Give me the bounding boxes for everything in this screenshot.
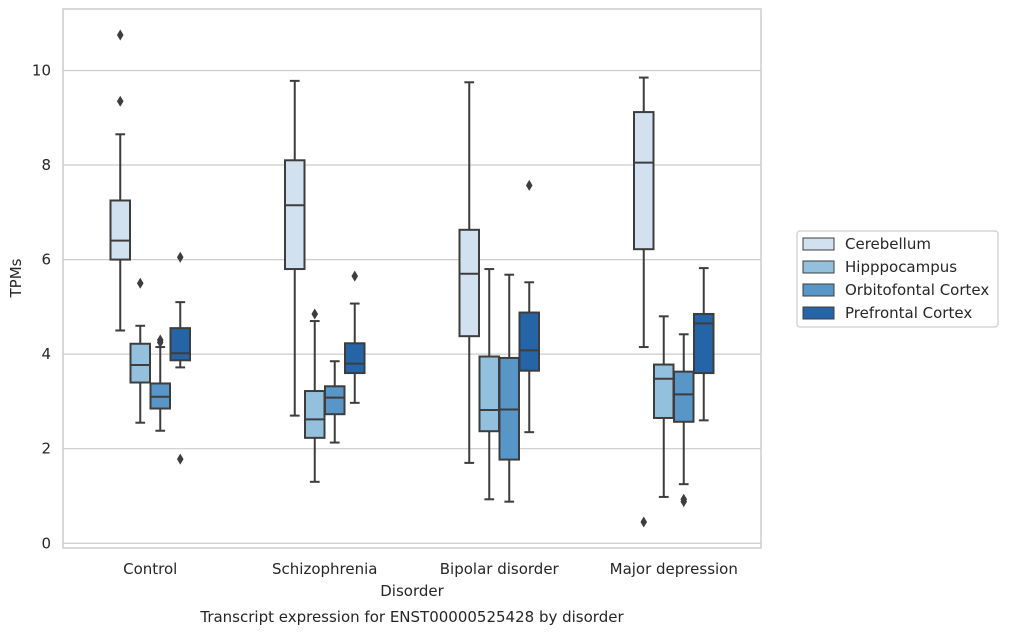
- outlier-point: [116, 29, 124, 41]
- box-group: [129, 277, 151, 424]
- x-tick-label: Bipolar disorder: [440, 560, 560, 578]
- box-group: [284, 79, 306, 417]
- box-iqr: [458, 228, 480, 338]
- legend-label: Hipppocampus: [845, 258, 957, 276]
- legend-frame: [796, 230, 999, 328]
- box-iqr: [344, 342, 366, 375]
- y-tick-label: 2: [41, 440, 51, 458]
- outlier-point: [176, 251, 184, 263]
- box-iqr: [109, 199, 131, 261]
- box-group: [693, 267, 715, 422]
- box-group: [458, 81, 480, 464]
- outlier-point: [680, 493, 688, 505]
- y-tick-label: 4: [41, 345, 51, 363]
- box-group: [109, 29, 131, 332]
- legend-swatch: [802, 260, 835, 274]
- legend-label: Cerebellum: [845, 235, 931, 253]
- y-tick-label: 8: [41, 156, 51, 174]
- outlier-point: [176, 453, 184, 465]
- outlier-point: [311, 308, 319, 320]
- y-tick-label: 10: [32, 61, 51, 79]
- box-iqr: [169, 327, 191, 362]
- box-iqr: [478, 355, 500, 433]
- box-group: [169, 251, 191, 465]
- outlier-point: [116, 95, 124, 107]
- y-tick-label: 6: [41, 251, 51, 269]
- box-iqr: [324, 385, 346, 416]
- x-tick-label: Schizophrenia: [272, 560, 377, 578]
- box-group: [304, 308, 326, 483]
- chart-caption: Transcript expression for ENST0000052542…: [199, 608, 624, 626]
- outlier-point: [156, 334, 164, 346]
- box-group: [324, 360, 346, 444]
- legend-label: Prefrontal Cortex: [845, 304, 972, 322]
- box-group: [653, 315, 675, 498]
- outlier-point: [351, 270, 359, 282]
- box-iqr: [653, 363, 675, 419]
- legend-label: Orbitofontal Cortex: [845, 281, 989, 299]
- legend-swatch: [802, 237, 835, 251]
- y-axis-title: TPMs: [7, 258, 25, 298]
- legend: Cerebellum Hipppocampus Orbitofontal Corte…: [796, 230, 999, 328]
- box-iqr: [304, 390, 326, 439]
- box-iqr: [633, 111, 655, 251]
- y-tick-label: 0: [41, 534, 51, 552]
- outlier-point: [640, 516, 648, 528]
- box-iqr: [673, 370, 695, 423]
- box-iqr: [518, 311, 540, 372]
- outlier-point: [136, 277, 144, 289]
- plot-frame: [62, 8, 762, 549]
- x-tick-label: Major depression: [610, 560, 738, 578]
- plot-area: 0 2 4 6 8 10 Control Schizophrenia Bipolar disor…: [32, 8, 762, 578]
- box-group: [498, 273, 520, 503]
- x-tick-label: Control: [123, 560, 177, 578]
- legend-swatch: [802, 283, 835, 297]
- box-iqr: [129, 342, 151, 384]
- box-group: [518, 179, 540, 434]
- box-group: [344, 270, 366, 404]
- outlier-point: [525, 179, 533, 191]
- legend-swatch: [802, 306, 835, 320]
- box-iqr: [693, 312, 715, 375]
- box-group: [673, 333, 695, 508]
- box-group: [149, 334, 171, 432]
- box-group: [633, 76, 655, 528]
- box-iqr: [284, 159, 306, 271]
- x-axis-title: Disorder: [380, 582, 444, 600]
